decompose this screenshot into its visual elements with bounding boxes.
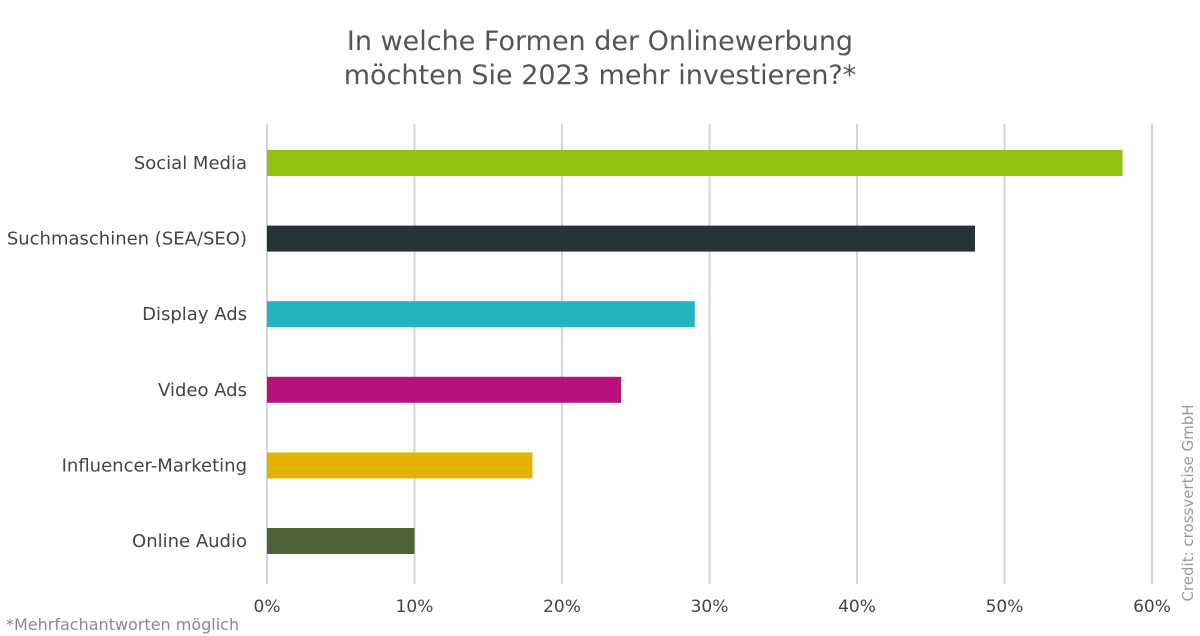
credit-text: Credit: crossvertise GmbH [1179,405,1197,602]
x-tick-label: 50% [986,597,1024,617]
category-label: Influencer-Marketing [62,455,247,476]
x-tick-label: 30% [691,597,729,617]
chart-title-line-1: In welche Formen der Onlinewerbung [347,26,853,57]
x-tick-label: 10% [396,597,434,617]
x-tick-label: 0% [254,597,281,617]
category-label: Social Media [134,153,247,174]
x-tick-label: 40% [838,597,876,617]
bar [267,225,975,252]
x-tick-label: 20% [543,597,581,617]
chart-title-line-2: möchten Sie 2023 mehr investieren?* [344,60,857,91]
bar [267,452,533,479]
bar [267,150,1123,176]
x-axis-tick-labels: 0% 10% 20% 30% 40% 50% 60% [254,597,1171,617]
category-labels: Social Media Suchmaschinen (SEA/SEO) Displ… [7,153,247,552]
bar [267,301,695,328]
bar [267,528,415,554]
footnote: *Mehrfachantworten möglich [6,615,239,634]
x-tick-label: 60% [1133,597,1171,617]
bar [267,376,621,403]
category-label: Online Audio [132,531,247,552]
category-label: Display Ads [142,304,247,325]
bars [267,150,1123,554]
gridlines [266,124,1153,584]
category-label: Video Ads [158,380,247,401]
category-label: Suchmaschinen (SEA/SEO) [7,229,247,250]
